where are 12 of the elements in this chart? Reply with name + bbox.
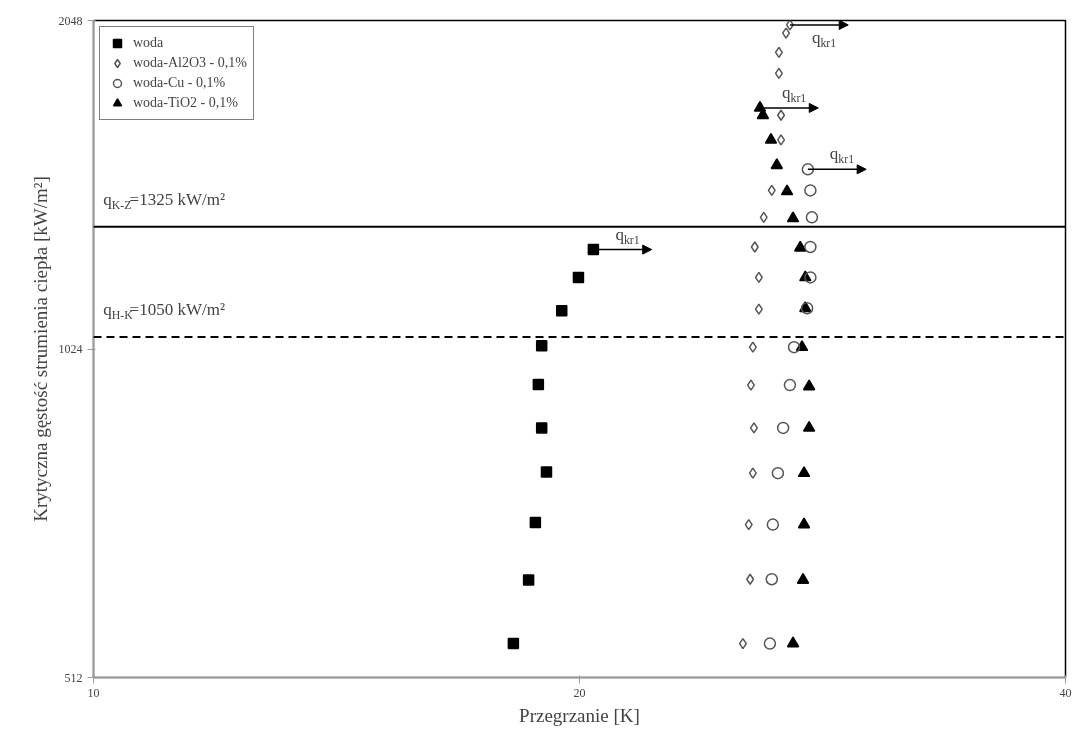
legend-label: woda — [133, 34, 164, 52]
x-axis-title: Przegrzanie [K] — [519, 704, 640, 726]
y-tick-label: 512 — [64, 670, 83, 685]
legend-label: woda-Al2O3 - 0,1% — [133, 54, 247, 72]
y-axis-title: Krytyczna gęstość strumienia ciepła [kW/m²] — [29, 176, 51, 522]
x-tick-label: 20 — [573, 685, 586, 700]
legend-label: woda-Cu - 0,1% — [133, 74, 226, 92]
x-tick-label: 10 — [87, 685, 100, 700]
y-tick-label: 1024 — [58, 342, 83, 356]
x-tick-label: 40 — [1059, 685, 1072, 700]
legend-label: woda-TiO2 - 0,1% — [133, 94, 238, 112]
y-tick-label: 2048 — [58, 13, 83, 28]
